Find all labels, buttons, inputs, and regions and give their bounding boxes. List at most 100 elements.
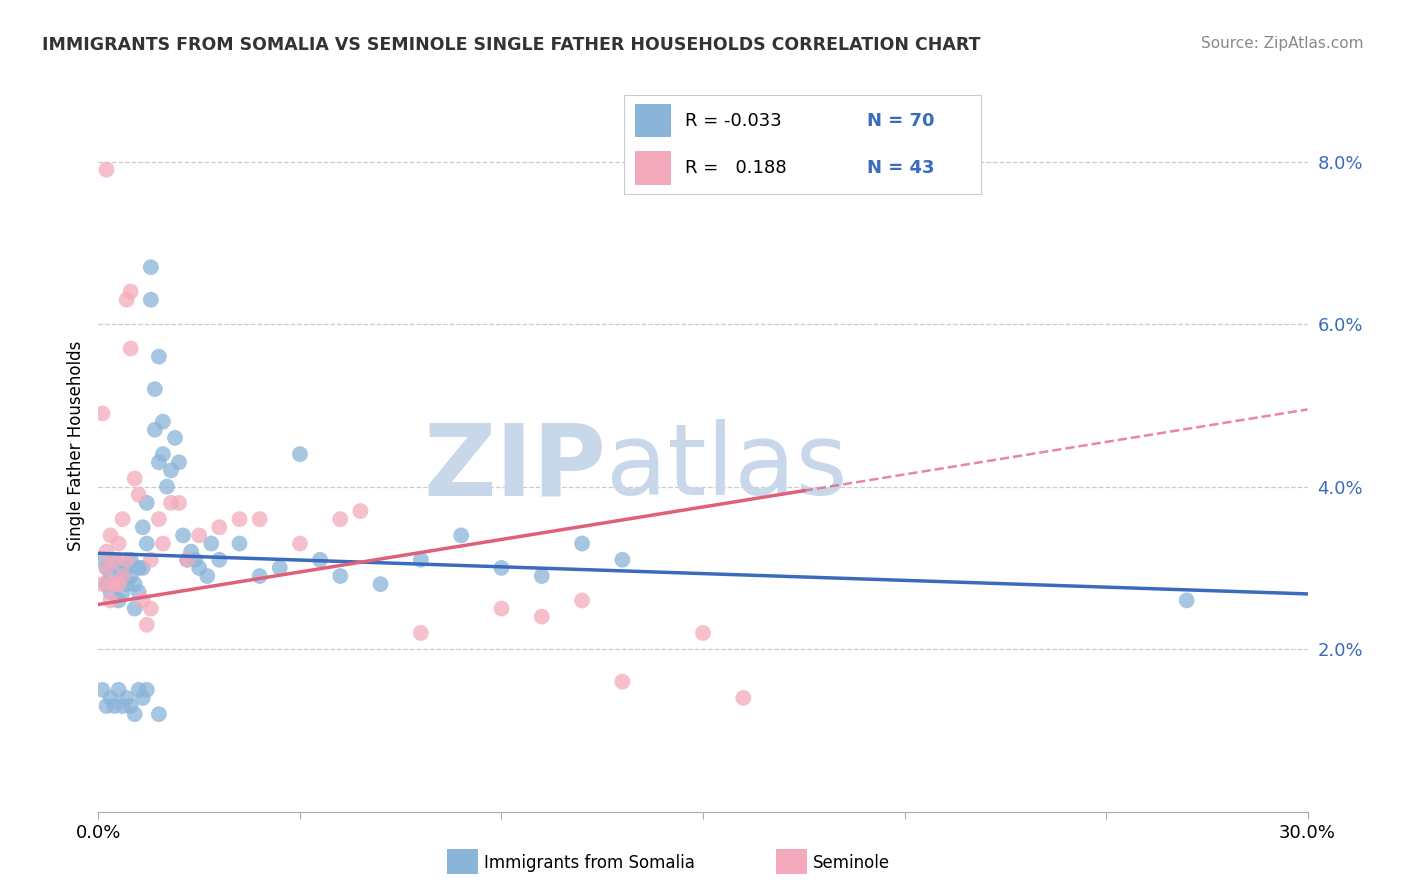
Point <box>107 577 129 591</box>
Text: Immigrants from Somalia: Immigrants from Somalia <box>484 854 695 871</box>
Point <box>135 496 157 510</box>
Point <box>103 699 125 714</box>
Point <box>188 528 211 542</box>
Point <box>139 601 162 615</box>
Point <box>491 561 513 575</box>
Point <box>156 480 179 494</box>
Point <box>132 561 155 575</box>
Point <box>96 561 118 575</box>
Point <box>143 423 166 437</box>
Point <box>103 577 125 591</box>
Point <box>96 699 118 714</box>
Point <box>450 528 472 542</box>
Point <box>120 285 142 299</box>
Point <box>176 553 198 567</box>
Point <box>132 690 155 705</box>
Point <box>111 569 134 583</box>
Point <box>349 504 371 518</box>
Point <box>228 512 250 526</box>
Point <box>612 674 634 689</box>
Point <box>135 617 157 632</box>
Point <box>124 577 146 591</box>
Point <box>139 293 162 307</box>
Point <box>180 544 202 558</box>
Point <box>249 569 271 583</box>
Point <box>91 682 114 697</box>
Point <box>530 609 553 624</box>
Point <box>120 342 142 356</box>
Point <box>148 707 170 722</box>
Point <box>612 553 634 567</box>
Point <box>571 536 593 550</box>
Point <box>115 577 138 591</box>
Point <box>132 593 155 607</box>
Point <box>288 536 311 550</box>
Point <box>152 415 174 429</box>
Point <box>167 496 190 510</box>
Point <box>329 569 352 583</box>
Point <box>269 561 291 575</box>
Point <box>733 690 755 705</box>
Point <box>111 569 134 583</box>
Point <box>228 536 250 550</box>
Point <box>120 553 142 567</box>
Point <box>163 431 186 445</box>
Point <box>208 520 231 534</box>
Point <box>571 593 593 607</box>
Point <box>172 528 194 542</box>
Point <box>96 162 118 177</box>
Point <box>329 512 352 526</box>
Point <box>208 553 231 567</box>
Point <box>100 593 122 607</box>
Point <box>107 682 129 697</box>
Point <box>120 699 142 714</box>
Point <box>100 528 122 542</box>
Point <box>184 553 207 567</box>
Point <box>176 553 198 567</box>
Point <box>91 577 114 591</box>
Point <box>100 569 122 583</box>
Point <box>692 626 714 640</box>
Point <box>115 293 138 307</box>
Point <box>143 382 166 396</box>
Text: IMMIGRANTS FROM SOMALIA VS SEMINOLE SINGLE FATHER HOUSEHOLDS CORRELATION CHART: IMMIGRANTS FROM SOMALIA VS SEMINOLE SING… <box>42 36 980 54</box>
Point <box>128 682 150 697</box>
Text: atlas: atlas <box>606 419 848 516</box>
Point <box>100 690 122 705</box>
Point <box>91 553 114 567</box>
Point <box>128 561 150 575</box>
Point <box>288 447 311 461</box>
Point <box>124 707 146 722</box>
Point <box>152 447 174 461</box>
Point <box>115 553 138 567</box>
Point <box>124 471 146 485</box>
Point <box>107 536 129 550</box>
Point <box>124 601 146 615</box>
Point <box>309 553 332 567</box>
Point <box>103 577 125 591</box>
Point <box>491 601 513 615</box>
Point <box>188 561 211 575</box>
Point <box>115 561 138 575</box>
Point <box>132 520 155 534</box>
Y-axis label: Single Father Households: Single Father Households <box>66 341 84 551</box>
Point <box>135 682 157 697</box>
Point <box>160 496 183 510</box>
Point <box>103 553 125 567</box>
Point <box>128 488 150 502</box>
Point <box>91 407 114 421</box>
Point <box>1175 593 1198 607</box>
Point <box>111 585 134 599</box>
Point <box>409 553 432 567</box>
Point <box>100 585 122 599</box>
Point <box>249 512 271 526</box>
Point <box>148 350 170 364</box>
Point <box>111 512 134 526</box>
Point <box>115 690 138 705</box>
Point <box>195 569 218 583</box>
Point <box>530 569 553 583</box>
Point <box>96 561 118 575</box>
Point <box>148 455 170 469</box>
Point <box>409 626 432 640</box>
Point <box>139 260 162 275</box>
